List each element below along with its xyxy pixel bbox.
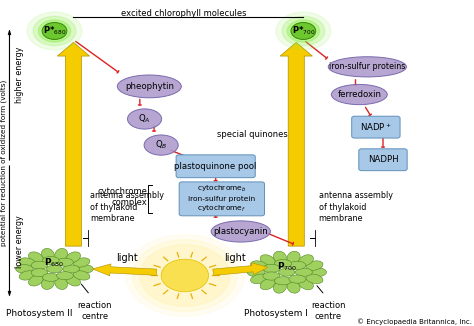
Ellipse shape [260,255,275,266]
Text: Q$_B$: Q$_B$ [155,139,167,151]
Circle shape [282,16,325,46]
Circle shape [161,259,209,292]
Ellipse shape [211,221,270,242]
Ellipse shape [31,269,48,277]
Ellipse shape [306,261,323,270]
Ellipse shape [41,277,54,289]
Ellipse shape [263,272,280,280]
Ellipse shape [28,275,43,286]
Text: special quinones: special quinones [217,130,288,139]
Text: P$_{700}$: P$_{700}$ [277,260,297,273]
Ellipse shape [299,255,313,266]
Ellipse shape [274,277,292,285]
Text: cytochrome$_b$
iron-sulfur protein
cytochrome$_f$: cytochrome$_b$ iron-sulfur protein cytoc… [188,184,255,214]
Text: reaction
centre: reaction centre [78,301,112,321]
Ellipse shape [41,248,54,260]
Polygon shape [280,42,312,246]
Text: NADPH: NADPH [368,155,398,164]
Ellipse shape [73,258,90,267]
Text: Photosystem II: Photosystem II [6,309,72,318]
Text: ferredoxin: ferredoxin [337,90,381,99]
Circle shape [126,235,244,316]
Ellipse shape [295,268,312,276]
Ellipse shape [19,258,36,267]
Ellipse shape [76,265,93,273]
Text: cytochrome
complex: cytochrome complex [97,187,147,207]
Ellipse shape [28,252,43,263]
Ellipse shape [55,248,68,260]
Text: reaction
centre: reaction centre [311,301,345,321]
Ellipse shape [328,57,407,77]
Text: pheophytin: pheophytin [125,82,174,91]
Ellipse shape [144,135,178,155]
Text: Q$_A$: Q$_A$ [138,113,151,125]
Text: antenna assembly
of thylakoid
membrane: antenna assembly of thylakoid membrane [90,191,164,223]
Text: P$_{680}$: P$_{680}$ [45,257,64,269]
Text: P*$_{700}$: P*$_{700}$ [292,25,315,37]
Ellipse shape [251,274,268,284]
Polygon shape [92,264,157,276]
Ellipse shape [31,261,48,269]
Circle shape [42,22,67,39]
Text: light: light [116,253,138,262]
Text: iron-sulfur proteins: iron-sulfur proteins [329,62,406,71]
Ellipse shape [289,261,306,269]
FancyBboxPatch shape [176,155,255,178]
Ellipse shape [279,268,295,276]
Ellipse shape [46,265,63,273]
Ellipse shape [263,264,280,273]
Ellipse shape [55,277,68,289]
Ellipse shape [306,274,323,284]
Circle shape [38,20,71,42]
Ellipse shape [56,272,73,280]
Ellipse shape [16,265,33,273]
FancyBboxPatch shape [179,182,264,216]
FancyBboxPatch shape [359,149,407,171]
Text: plastocyanin: plastocyanin [213,227,268,236]
Ellipse shape [274,259,292,268]
Circle shape [27,12,82,50]
Ellipse shape [56,258,73,266]
Polygon shape [57,42,90,246]
Circle shape [33,16,76,46]
Ellipse shape [289,275,306,283]
Ellipse shape [128,109,162,129]
Text: Photosystem I: Photosystem I [245,309,308,318]
Text: light: light [224,253,246,262]
Ellipse shape [287,251,300,263]
Ellipse shape [66,275,81,286]
Polygon shape [213,263,268,275]
Circle shape [133,240,237,311]
Text: © Encyclopaedia Britannica, Inc.: © Encyclopaedia Britannica, Inc. [356,319,472,325]
Ellipse shape [43,257,59,265]
Ellipse shape [309,268,327,276]
Circle shape [140,244,230,306]
Ellipse shape [63,265,80,273]
Ellipse shape [247,268,265,276]
Ellipse shape [19,271,36,280]
Ellipse shape [299,279,313,290]
Text: P*$_{680}$: P*$_{680}$ [43,25,66,37]
Text: lower energy: lower energy [15,215,24,268]
Ellipse shape [66,252,81,263]
Ellipse shape [73,271,90,280]
Ellipse shape [287,281,300,293]
Ellipse shape [260,279,275,290]
Text: antenna assembly
of thylakoid
membrane: antenna assembly of thylakoid membrane [319,191,392,223]
Ellipse shape [331,84,387,105]
FancyBboxPatch shape [352,116,400,138]
Text: potential for reduction of oxidized form (volts): potential for reduction of oxidized form… [0,80,7,246]
Text: higher energy: higher energy [15,47,24,103]
Ellipse shape [251,261,268,270]
Text: NADP$^+$: NADP$^+$ [360,121,392,133]
Ellipse shape [43,273,59,281]
Ellipse shape [273,251,286,263]
Circle shape [291,22,316,39]
Circle shape [276,12,331,50]
Text: plastoquinone pool: plastoquinone pool [174,162,257,171]
Text: excited chlorophyll molecules: excited chlorophyll molecules [121,9,246,18]
Ellipse shape [273,281,286,293]
Circle shape [287,20,319,42]
Ellipse shape [117,75,182,98]
